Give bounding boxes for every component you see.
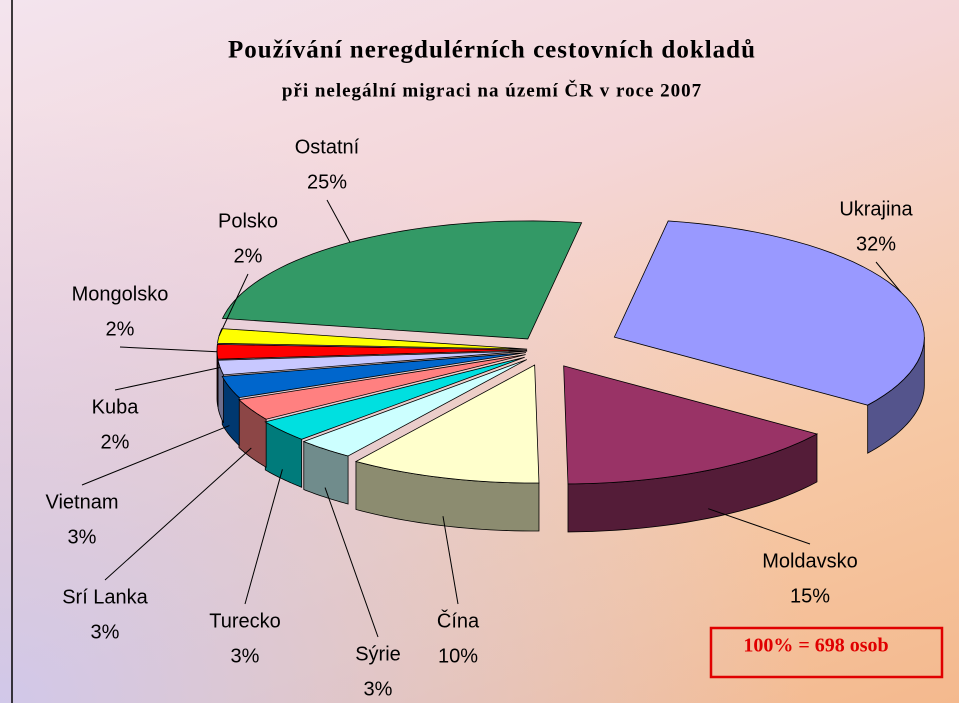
leader-line [875,261,902,293]
leader-line [104,447,252,581]
slice-label: Sýrie [355,643,401,665]
slice-value-label: 10% [438,645,478,667]
slice-value-label: 2% [106,318,135,340]
slice-label: Kuba [92,396,140,418]
slice [238,354,526,420]
slice [221,352,526,399]
leader-line [114,367,221,391]
slice [613,220,925,406]
slice-label: Ukrajina [839,198,913,220]
leader-line [442,516,459,605]
pie-tops [216,220,925,485]
slice-label: Polsko [218,210,278,232]
leader-line [708,508,811,545]
slice-label: Srí Lanka [62,586,148,608]
slice-label: Moldavsko [762,550,858,572]
leader-line [81,425,230,486]
leader-line [119,346,218,353]
leader-line [218,273,249,337]
chart-title: Používání neregdulérních cestovních dokl… [228,37,756,64]
leader-line [326,199,351,243]
slice-label: Vietnam [45,491,118,513]
slice [217,328,528,350]
slice-value-label: 32% [856,233,896,255]
leader-line [324,487,379,638]
slice-value-label: 3% [91,621,120,643]
slice-value-label: 25% [307,171,347,193]
slice-label: Mongolsko [72,283,169,305]
annotation: 100% = 698 osob [743,635,888,657]
slice-value-label: 3% [364,678,393,700]
annotation-box [709,626,944,679]
slice [563,365,819,485]
labels: Ukrajina 32% Moldavsko 15% Čína 10% Sýrie 3% Tur… [45,136,913,700]
slice-label: Čína [437,609,480,632]
slice-value-label: 2% [234,245,263,267]
slice [302,359,527,457]
slice-value-label: 3% [231,645,260,667]
slice-value-label: 3% [68,526,97,548]
slice [354,364,540,484]
slice [264,356,525,440]
slice-value-label: 2% [101,431,130,453]
slice-label: Ostatní [295,136,360,158]
slice [221,220,583,340]
leader-line [244,469,283,605]
slice-label: Turecko [209,610,281,632]
chart-subtitle: při nelegální migraci na území ČR v roce… [282,79,702,101]
slice [216,343,528,360]
slice-value-label: 15% [790,585,830,607]
